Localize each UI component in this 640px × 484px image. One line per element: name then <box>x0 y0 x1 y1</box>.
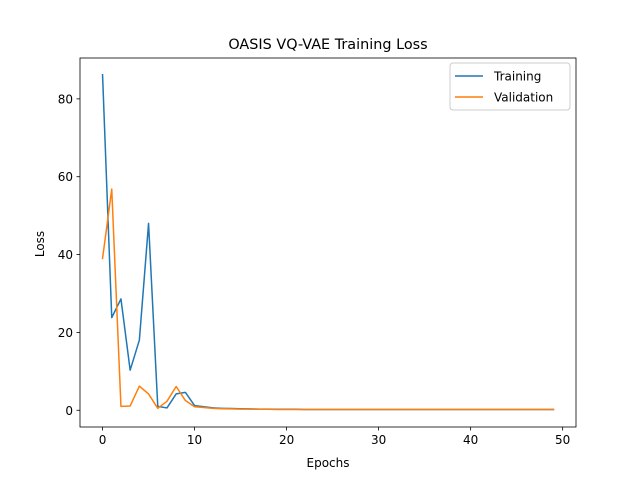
y-tick-label: 60 <box>58 170 73 184</box>
plot-area: 0 10 20 30 40 50 0 20 40 60 80 <box>58 57 577 447</box>
series-line-training <box>101 73 555 411</box>
x-tick-label: 0 <box>99 433 107 447</box>
x-tick-label: 10 <box>187 433 202 447</box>
x-tick-label: 50 <box>555 433 570 447</box>
y-axis-label: Loss <box>33 231 47 257</box>
x-tick-label: 30 <box>371 433 386 447</box>
y-tick-label: 40 <box>58 248 73 262</box>
x-tick-label: 40 <box>463 433 478 447</box>
series-line-validation <box>101 188 555 411</box>
y-tick-label: 0 <box>65 404 73 418</box>
chart-title: OASIS VQ-VAE Training Loss <box>228 37 427 53</box>
legend-label-training: Training <box>493 70 541 84</box>
y-tick-label: 20 <box>58 326 73 340</box>
legend-label-validation: Validation <box>494 91 553 105</box>
legend: Training Validation <box>449 62 571 111</box>
y-tick-label: 80 <box>58 92 73 106</box>
plot-frame <box>79 57 577 428</box>
x-tick-label: 20 <box>279 433 294 447</box>
x-axis-label: Epochs <box>307 456 350 470</box>
legend-box <box>449 62 571 111</box>
